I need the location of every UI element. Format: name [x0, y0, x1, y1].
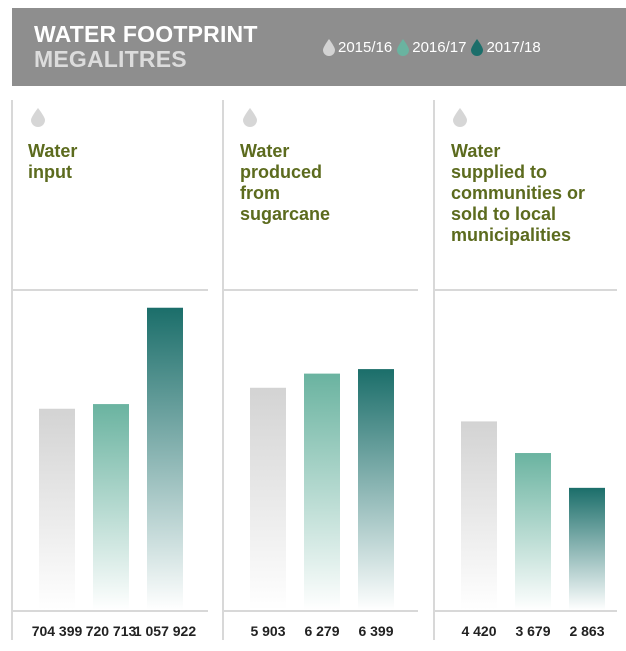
value-label: 720 713	[86, 623, 137, 639]
panel-title-line: Water	[240, 141, 290, 161]
panel-title-line: from	[240, 183, 280, 203]
bar-2017-18	[569, 487, 605, 610]
chart-title: WATER FOOTPRINT MEGALITRES	[34, 22, 258, 72]
value-label: 5 903	[250, 623, 285, 639]
panel-title-line: supplied to	[451, 162, 547, 182]
legend-item-2016-17: 2016/17	[396, 38, 466, 56]
bar-2017-18	[147, 307, 183, 610]
water-drop-icon	[243, 108, 257, 127]
legend-item-2017-18: 2017/18	[470, 38, 541, 56]
header-banner: WATER FOOTPRINT MEGALITRES 2015/16 2016/…	[12, 8, 626, 86]
bar-2015-16	[39, 408, 75, 610]
bar-2016-17	[93, 404, 129, 610]
panel-title-line: Water	[28, 141, 78, 161]
legend-label: 2015/16	[338, 38, 393, 56]
panel-baseline	[222, 610, 418, 612]
legend: 2015/16 2016/17 2017/18	[322, 38, 545, 56]
value-label: 6 399	[358, 623, 393, 639]
drop-icon	[397, 39, 410, 56]
value-label: 4 420	[461, 623, 496, 639]
bar-2016-17	[515, 453, 551, 610]
water-drop-icon	[31, 108, 45, 127]
panel-divider	[433, 100, 435, 640]
panel-title-line: produced	[240, 162, 323, 182]
legend-item-2015-16: 2015/16	[322, 38, 392, 56]
drop-icon	[323, 39, 335, 56]
value-label: 6 279	[304, 623, 339, 639]
bar-2015-16	[461, 421, 497, 610]
legend-label: 2016/17	[412, 38, 467, 56]
subtitle-text: MEGALITRES	[34, 46, 187, 72]
panel-title-water-input: Water input	[28, 141, 77, 183]
panel-title-line: communities or	[451, 183, 586, 203]
bar-2017-18	[358, 369, 394, 610]
panel-divider	[11, 100, 13, 640]
panel-separator	[433, 289, 617, 291]
bar-2015-16	[250, 387, 286, 610]
panel-title-line: sold to local	[451, 204, 557, 224]
title-text: WATER FOOTPRINT	[34, 21, 258, 47]
panel-title-line: sugarcane	[240, 204, 331, 224]
value-label: 1 057 922	[134, 623, 196, 639]
legend-label: 2017/18	[486, 38, 541, 56]
panel-title-water-produced: Water produced from sugarcane	[240, 141, 330, 225]
panel-title-line: Water	[451, 141, 501, 161]
panel-baseline	[11, 610, 208, 612]
drop-icon	[471, 39, 484, 56]
panel-separator	[11, 289, 208, 291]
panel-title-line: municipalities	[451, 225, 572, 245]
bar-2016-17	[304, 373, 340, 610]
panel-divider	[222, 100, 224, 640]
value-label: 3 679	[515, 623, 550, 639]
value-label: 704 399	[32, 623, 83, 639]
water-drop-icon	[453, 108, 467, 127]
value-label: 2 863	[569, 623, 604, 639]
panel-baseline	[433, 610, 617, 612]
panel-title-water-supplied: Water supplied to communities or sold to…	[451, 141, 585, 246]
panel-title-line: input	[28, 162, 72, 182]
panel-separator	[222, 289, 418, 291]
